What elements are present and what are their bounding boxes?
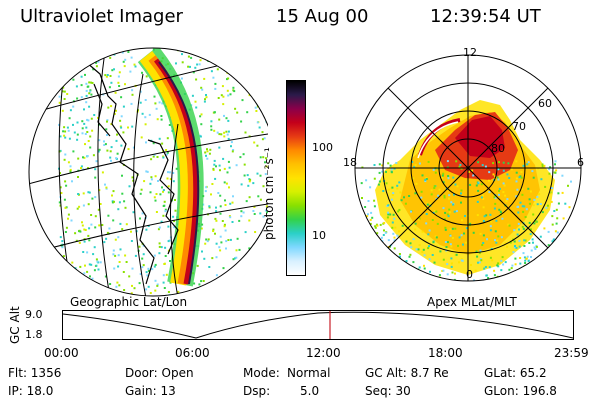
info-dsp-value: 5.0 xyxy=(300,384,320,398)
altitude-ylabel: GC Alt xyxy=(8,306,22,344)
colorbar-label: photon cm⁻²s⁻¹ xyxy=(262,147,276,240)
mlt-label-6: 6 xyxy=(577,156,584,169)
altitude-xlabel-1: 06:00 xyxy=(175,346,210,360)
info-mode-label: Mode: xyxy=(243,366,280,380)
info-dsp-label: Dsp: xyxy=(243,384,271,398)
altitude-xlabel-2: 12:00 xyxy=(306,346,341,360)
altitude-xlabel-3: 18:00 xyxy=(428,346,463,360)
mlt-label-18: 18 xyxy=(343,156,357,169)
info-mode-value: Normal xyxy=(287,366,331,380)
geographic-image xyxy=(28,47,268,297)
info-gc-alt: GC Alt: 8.7 Re xyxy=(365,366,449,380)
time-label: 12:39:54 UT xyxy=(430,6,541,27)
apex-panel-label: Apex MLat/MLT xyxy=(427,295,517,309)
altitude-ytick-bottom: 1.8 xyxy=(25,328,43,341)
date-label: 15 Aug 00 xyxy=(276,6,369,27)
colorbar-tick-100: 100 xyxy=(312,141,333,154)
colorbar xyxy=(286,80,306,276)
colorbar-tick-10: 10 xyxy=(312,229,326,242)
altitude-xlabel-4: 23:59 xyxy=(554,346,589,360)
lat-label-70: 70 xyxy=(512,120,526,133)
info-glon: GLon: 196.8 xyxy=(484,384,557,398)
info-glat: GLat: 65.2 xyxy=(484,366,547,380)
geo-panel-label: Geographic Lat/Lon xyxy=(70,295,188,309)
mlt-label-0: 0 xyxy=(466,268,473,281)
info-gain: Gain: 13 xyxy=(125,384,176,398)
apex-polar-image xyxy=(354,54,582,282)
mlt-label-12: 12 xyxy=(463,46,477,59)
info-flt: Flt: 1356 xyxy=(8,366,62,380)
altitude-ytick-top: 9.0 xyxy=(25,308,43,321)
info-door: Door: Open xyxy=(125,366,194,380)
instrument-title: Ultraviolet Imager xyxy=(20,6,183,27)
altitude-xlabel-0: 00:00 xyxy=(44,346,79,360)
altitude-plot xyxy=(62,310,574,340)
lat-label-80: 80 xyxy=(491,142,505,155)
info-ip: IP: 18.0 xyxy=(8,384,54,398)
lat-label-60: 60 xyxy=(538,97,552,110)
info-seq: Seq: 30 xyxy=(365,384,411,398)
